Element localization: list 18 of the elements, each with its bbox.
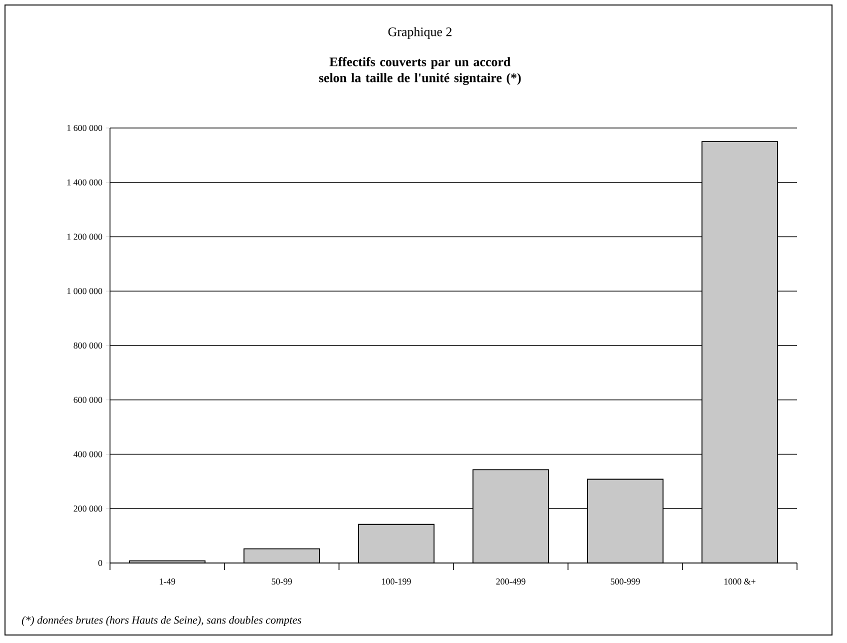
- text: (*) données brutes (hors Hauts de Seine), sans doubles comptes: [22, 616, 302, 626]
- x-tick-label: 1-49: [160, 578, 176, 585]
- y-tick-label: 200 000: [74, 506, 102, 512]
- y-tick-label: 1 600 000: [67, 124, 102, 132]
- y-tick-label: 800 000: [74, 342, 102, 349]
- x-tick-label: 200-499: [496, 578, 526, 585]
- y-tick-label: 600 000: [74, 396, 102, 403]
- x-tick-label: 50-99: [272, 578, 292, 585]
- y-tick-label: 1 200 000: [67, 234, 102, 240]
- y-tick-label: 400 000: [74, 451, 102, 458]
- y-tick-label: 1 000 000: [67, 288, 102, 294]
- x-tick-label: 500-999: [610, 578, 640, 585]
- chart-title: Graphique 2: [388, 27, 452, 39]
- y-tick-label: 1 400 000: [67, 179, 102, 186]
- x-tick-label: 1000 &+: [724, 578, 756, 585]
- y-tick-label: 0: [98, 560, 102, 566]
- x-tick-label: 100-199: [382, 578, 411, 585]
- chart-subtitle: Effectifs couverts par un accord selon la taille de l'unité signtaire (*): [319, 57, 521, 85]
